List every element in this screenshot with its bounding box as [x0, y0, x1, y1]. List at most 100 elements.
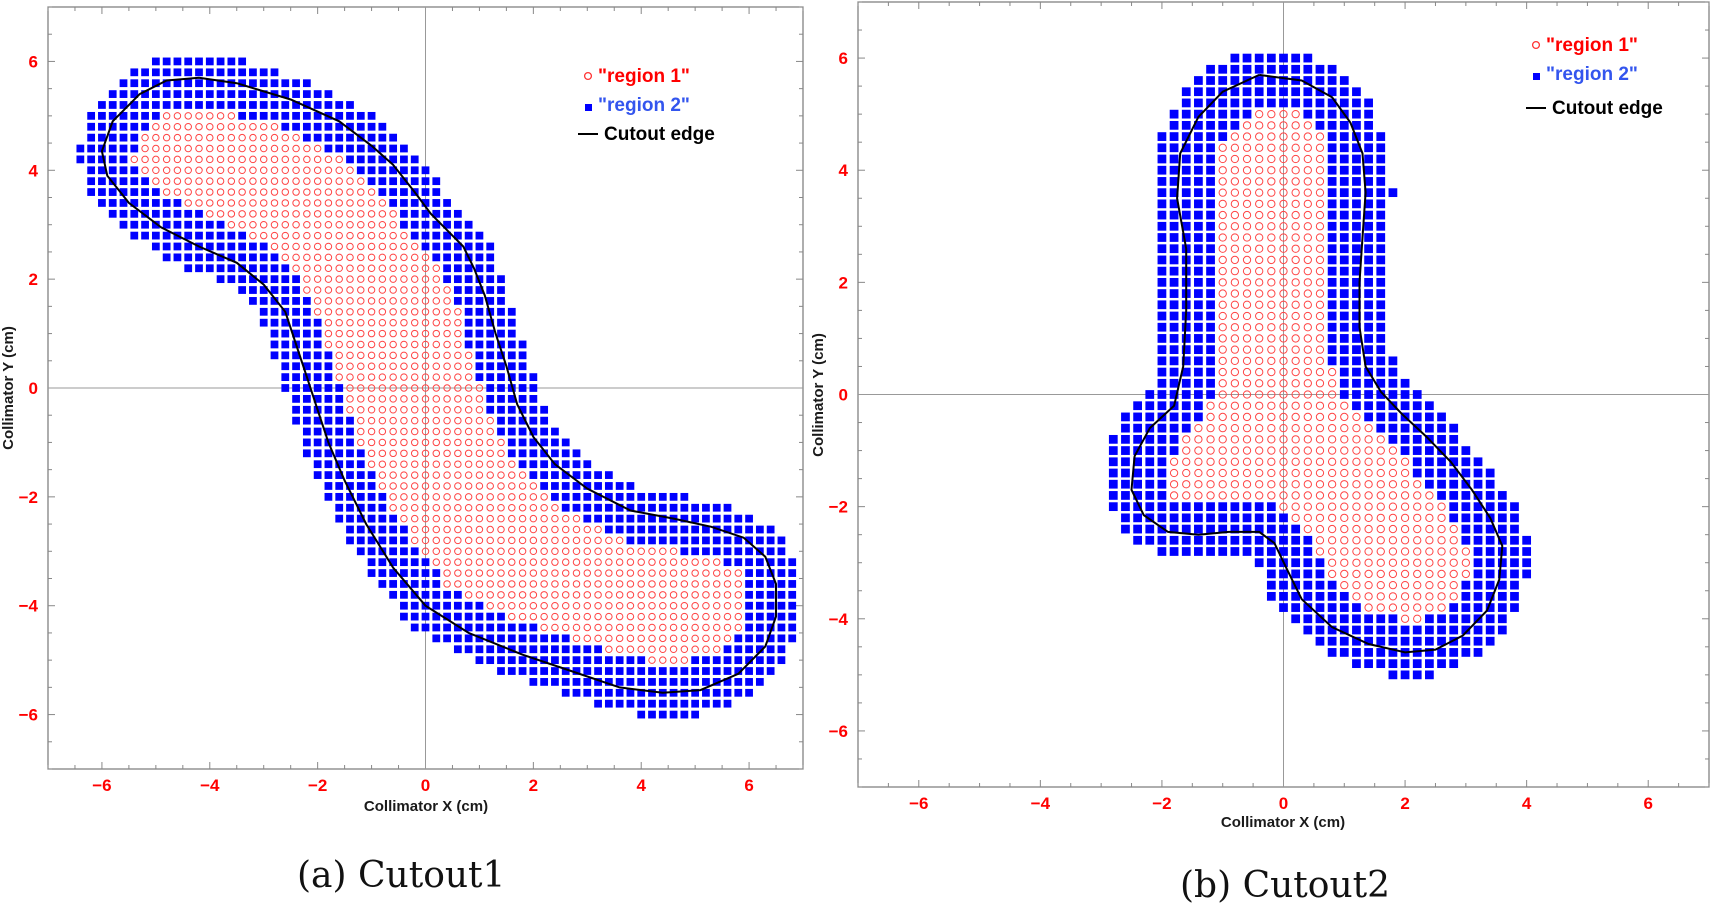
region-2-point	[486, 253, 495, 262]
region-2-point	[281, 384, 290, 392]
region-2-point	[324, 90, 333, 98]
region-1-point	[1279, 278, 1288, 287]
region-2-point	[626, 525, 635, 534]
region-2-point	[497, 645, 505, 654]
region-1-point	[1279, 109, 1288, 119]
region-2-point	[1133, 524, 1142, 534]
region-1-point	[723, 623, 732, 632]
region-2-point	[1388, 356, 1398, 366]
region-2-point	[777, 601, 786, 610]
region-1-point	[1291, 367, 1300, 377]
region-2-point	[1194, 334, 1203, 343]
region-1-point	[680, 601, 689, 610]
region-2-point	[518, 384, 527, 392]
region-2-point	[432, 199, 441, 207]
region-1-point	[1206, 480, 1215, 489]
region-1-point	[270, 133, 279, 142]
region-1-point	[421, 351, 430, 360]
region-1-point	[1376, 592, 1385, 601]
region-1-point	[432, 471, 441, 479]
region-1-point	[1437, 569, 1446, 579]
region-2-point	[216, 68, 225, 77]
region-1-point	[497, 514, 505, 523]
region-1-point	[1400, 502, 1410, 511]
region-2-point	[1352, 210, 1361, 220]
region-2-point	[1388, 625, 1398, 635]
region-2-point	[475, 623, 484, 632]
region-2-point	[1169, 199, 1179, 209]
region-2-point	[1364, 98, 1373, 108]
region-2-point	[497, 362, 505, 371]
region-2-point	[421, 177, 430, 186]
region-1-point	[454, 536, 462, 545]
region-1-point	[486, 569, 494, 577]
region-2-point	[626, 492, 635, 501]
region-1-point	[1279, 233, 1288, 242]
region-2-point	[1169, 277, 1179, 287]
region-1-point	[313, 308, 322, 316]
region-2-point	[356, 503, 365, 512]
region-1-point	[346, 308, 354, 316]
region-1-point	[594, 623, 602, 632]
region-2-point	[1157, 524, 1167, 534]
region-2-point	[475, 351, 484, 360]
region-1-point	[561, 536, 570, 545]
region-1-point	[443, 406, 451, 414]
region-1-point	[475, 427, 484, 436]
region-2-point	[745, 667, 753, 675]
region-2-point	[313, 427, 322, 436]
region-1-point	[1303, 255, 1312, 265]
region-1-point	[206, 123, 214, 131]
region-2-point	[1400, 625, 1410, 635]
region-2-point	[594, 645, 602, 654]
region-1-point	[195, 133, 203, 142]
region-1-point	[410, 504, 419, 512]
region-1-point	[421, 329, 430, 338]
region-1-point	[367, 231, 376, 240]
region-2-point	[141, 231, 149, 240]
region-2-point	[270, 340, 279, 349]
region-2-point	[669, 678, 678, 686]
region-2-point	[367, 133, 376, 142]
region-1-point	[518, 514, 527, 523]
region-2-point	[292, 90, 300, 98]
region-1-point	[346, 329, 354, 338]
region-2-point	[1327, 334, 1337, 343]
region-1-point	[1218, 390, 1227, 399]
legend-region-1-label: "region 1"	[598, 66, 690, 87]
region-1-point	[475, 580, 484, 588]
region-1-point	[583, 569, 592, 577]
region-2-point	[1194, 120, 1203, 130]
region-2-point	[1206, 221, 1215, 231]
region-2-point	[777, 612, 786, 621]
region-2-point	[723, 536, 732, 545]
region-2-point	[648, 710, 656, 719]
region-1-point	[1218, 266, 1227, 276]
region-1-point	[389, 329, 397, 338]
region-2-point	[173, 220, 182, 229]
region-1-point	[1449, 558, 1458, 567]
region-1-point	[1303, 457, 1312, 466]
region-2-point	[453, 264, 462, 273]
region-2-point	[356, 525, 365, 534]
region-1-point	[259, 123, 268, 131]
region-1-point	[1327, 558, 1337, 567]
region-1-point	[324, 264, 333, 272]
region-1-point	[1230, 300, 1240, 309]
region-2-point	[1364, 311, 1373, 321]
region-2-point	[1157, 401, 1167, 411]
region-1-point	[259, 210, 268, 218]
region-1-point	[400, 264, 408, 272]
region-1-point	[464, 427, 473, 436]
region-1-point	[475, 569, 484, 577]
region-1-point	[1242, 222, 1252, 231]
region-1-point	[1437, 536, 1446, 545]
region-1-point	[410, 286, 419, 294]
region-2-point	[1449, 659, 1459, 669]
region-2-point	[1291, 87, 1301, 97]
region-1-point	[680, 623, 689, 632]
region-1-point	[669, 580, 678, 588]
region-1-point	[346, 231, 354, 240]
region-1-point	[1291, 401, 1300, 410]
region-1-point	[249, 133, 257, 142]
